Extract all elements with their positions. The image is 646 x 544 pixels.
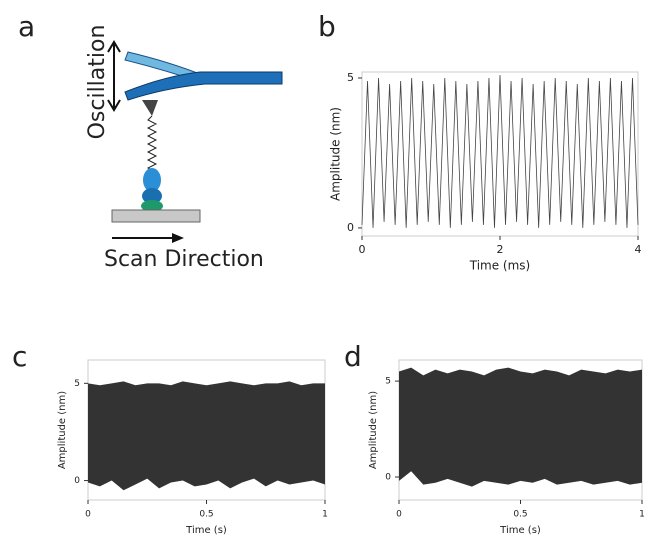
diagram: a Oscillation Scan Direction (18, 10, 283, 272)
y-tick-label: 0 (347, 221, 354, 234)
y-tick-label: 5 (74, 379, 80, 389)
x-tick-label: 1 (639, 510, 645, 520)
x-tick-label: 0.5 (513, 510, 527, 520)
scan-label: Scan Direction (104, 247, 264, 272)
x-tick-label: 1 (322, 510, 328, 520)
y-tick-label: 5 (347, 71, 354, 84)
panel-label: c (12, 340, 27, 373)
x-tick-label: 2 (497, 243, 504, 256)
panel-label: a (18, 10, 35, 43)
signal-band (88, 381, 325, 491)
y-axis-label: Amplitude (nm) (368, 391, 379, 469)
signal-band (399, 367, 642, 487)
cantilever-down (124, 71, 283, 101)
panel-label: b (318, 10, 336, 43)
panel-label: d (344, 340, 362, 373)
molecule (142, 188, 162, 204)
x-tick-label: 0 (396, 510, 402, 520)
x-axis-label: Time (ms) (469, 259, 531, 273)
x-axis-label: Time (s) (499, 525, 541, 536)
y-tick-label: 5 (385, 377, 391, 387)
x-tick-label: 0 (359, 243, 366, 256)
molecule-base (141, 200, 163, 212)
x-tick-label: 4 (635, 243, 642, 256)
signal-line (361, 74, 639, 228)
x-tick-label: 0.5 (199, 510, 213, 520)
x-tick-label: 0 (85, 510, 91, 520)
y-tick-label: 0 (385, 472, 391, 482)
substrate (111, 209, 201, 223)
x-axis-label: Time (s) (185, 525, 227, 536)
tip (142, 100, 158, 116)
y-axis-label: Amplitude (nm) (57, 391, 68, 469)
linker (146, 115, 158, 177)
scan-arrow-head (172, 233, 184, 243)
oscillation-label: Oscillation (85, 25, 110, 140)
molecule (143, 168, 161, 192)
arrow-heads (107, 40, 121, 112)
y-axis-label: Amplitude (nm) (329, 107, 343, 201)
y-tick-label: 0 (74, 476, 80, 486)
